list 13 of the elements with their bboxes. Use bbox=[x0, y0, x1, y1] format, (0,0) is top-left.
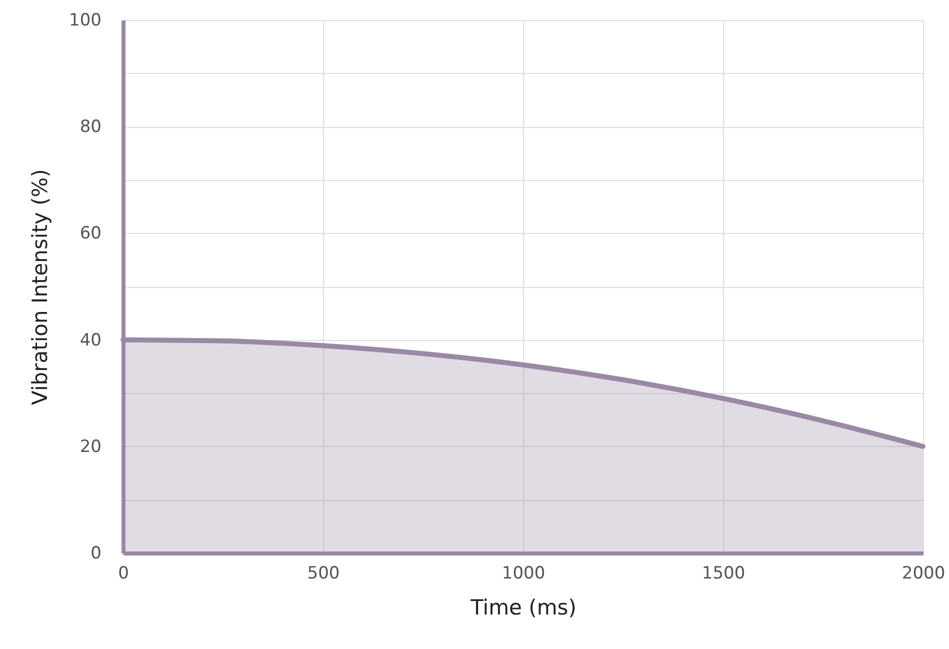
y-tick-label: 100 bbox=[69, 10, 102, 30]
x-tick-label: 0 bbox=[118, 564, 129, 584]
y-tick-label: 0 bbox=[90, 544, 102, 564]
x-tick-label: 500 bbox=[307, 564, 340, 584]
y-axis-title: Vibration Intensity (%) bbox=[28, 169, 52, 405]
y-tick-label: 20 bbox=[80, 436, 102, 457]
x-tick-label: 1500 bbox=[702, 564, 746, 584]
x-axis-title: Time (ms) bbox=[470, 596, 576, 620]
x-tick-label: 1000 bbox=[502, 564, 546, 584]
y-tick-label: 40 bbox=[80, 330, 102, 350]
x-tick-label: 2000 bbox=[902, 564, 946, 584]
y-tick-label: 60 bbox=[80, 224, 102, 244]
y-tick-label: 80 bbox=[80, 117, 102, 138]
